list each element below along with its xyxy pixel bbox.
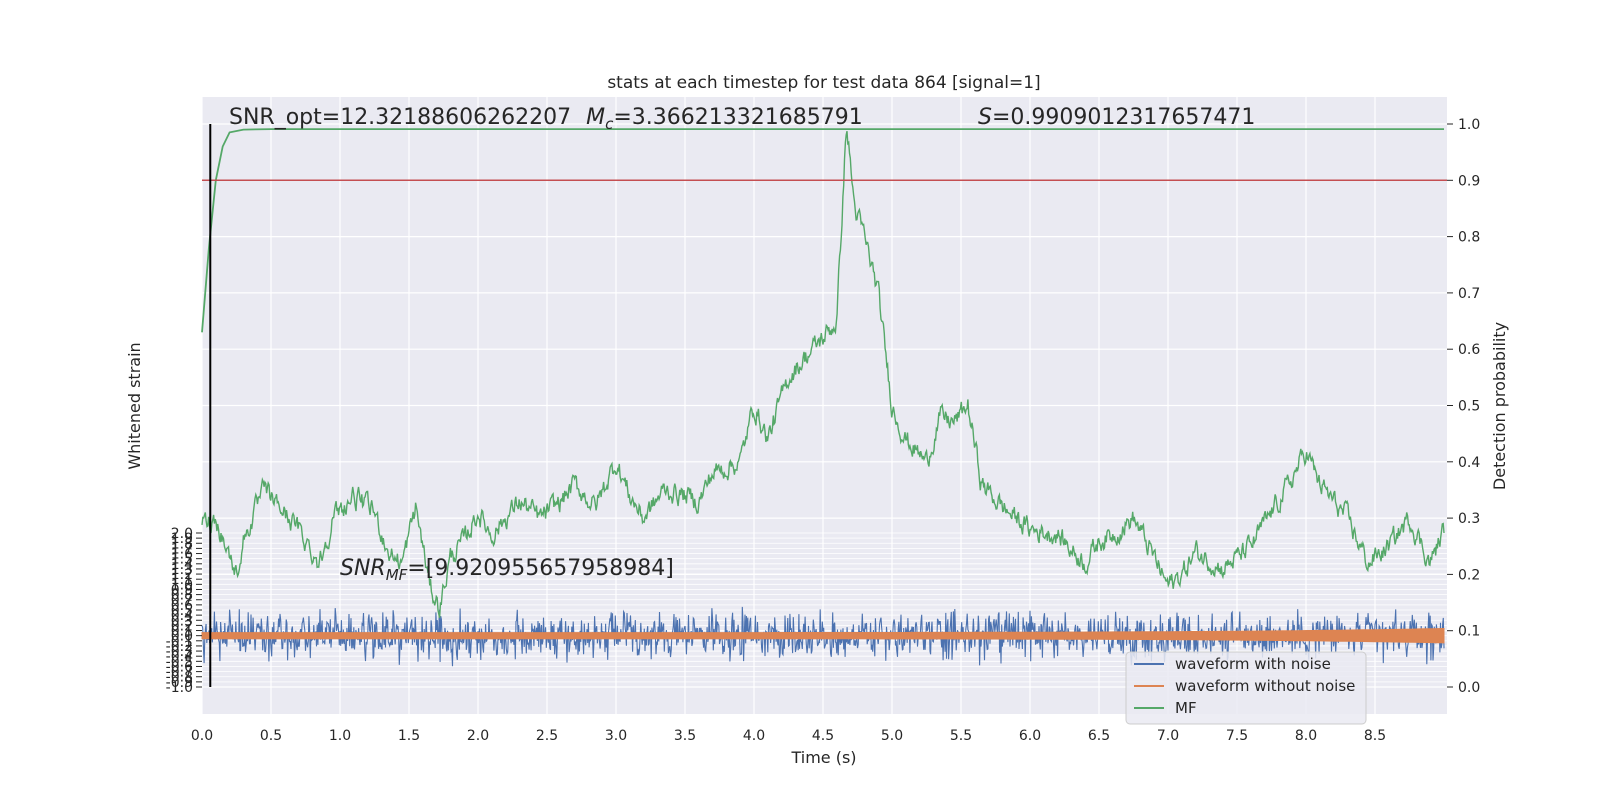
legend-box — [1125, 651, 1367, 725]
y-right-tick-0.7: 0.7 — [1458, 286, 1480, 302]
y-left-tick-1.4: 1.4 — [171, 557, 193, 573]
x-tick-1.0: 1.0 — [329, 728, 351, 744]
legend-label-noise: waveform with noise — [1175, 655, 1331, 673]
y-right-tick-0.4: 0.4 — [1458, 455, 1480, 471]
detection-probability-line — [201, 131, 1445, 619]
y-left-tick-1.6: 1.6 — [171, 547, 193, 563]
legend-label-mf: MF — [1175, 699, 1197, 717]
x-tick-0.0: 0.0 — [191, 728, 213, 744]
y-right-tick-0.3: 0.3 — [1458, 511, 1480, 527]
y-left-tick-1.2: 1.2 — [171, 567, 193, 583]
y-right-tick-1.0: 1.0 — [1458, 117, 1480, 133]
y-left-tick-0.9: 0.9 — [171, 582, 193, 598]
y-left-tick--1.0: -1.0 — [166, 680, 193, 696]
x-axis-label: Time (s) — [790, 748, 856, 767]
x-tick-2.5: 2.5 — [536, 728, 558, 744]
y-ticks-right: 1.0 0.9 0.8 0.7 0.6 0.5 0.4 0.3 0.2 0.1 0.0 — [1447, 117, 1480, 696]
y-left-tick-0.1: 0.1 — [171, 624, 193, 640]
y-axis-label-left: Whitened strain — [125, 342, 144, 469]
series-waveform-without-noise — [201, 627, 1445, 644]
s-symbol: S — [978, 105, 992, 130]
y-left-tick--0.3: -0.3 — [166, 644, 193, 660]
y-right-tick-0.9: 0.9 — [1458, 173, 1480, 189]
y-left-tick-1.3: 1.3 — [171, 562, 193, 578]
y-axis-label-right: Detection probability — [1490, 322, 1509, 490]
legend-label-clean: waveform without noise — [1175, 677, 1355, 695]
x-tick-2.0: 2.0 — [467, 728, 489, 744]
y-left-tick-1.1: 1.1 — [171, 572, 193, 588]
snr-mf-symbol: SNR — [340, 556, 386, 581]
x-tick-3.5: 3.5 — [674, 728, 696, 744]
s-value: =0.9909012317657471 — [992, 105, 1255, 130]
mc-symbol: M — [586, 105, 605, 130]
y-left-tick--0.2: -0.2 — [166, 639, 193, 655]
mc-value: =3.366213321685791 — [613, 105, 862, 130]
legend: waveform with noise waveform without noi… — [1125, 651, 1367, 725]
x-tick-7.5: 7.5 — [1226, 728, 1248, 744]
y-left-tick-1.9: 1.9 — [171, 531, 193, 547]
y-left-tick-1.8: 1.8 — [171, 536, 193, 552]
y-right-tick-0.0: 0.0 — [1458, 680, 1480, 696]
y-left-tick-1.0: 1.0 — [171, 577, 193, 593]
y-left-tick-0.3: 0.3 — [171, 613, 193, 629]
y-left-tick--0.7: -0.7 — [166, 665, 193, 681]
y-right-tick-0.8: 0.8 — [1458, 230, 1480, 246]
x-tick-5.5: 5.5 — [950, 728, 972, 744]
y-left-tick--0.1: -0.1 — [166, 634, 193, 650]
y-left-tick-0.5: 0.5 — [171, 603, 193, 619]
y-left-tick-0.2: 0.2 — [171, 618, 193, 634]
y-left-tick-0.4: 0.4 — [171, 608, 193, 624]
x-tick-7.0: 7.0 — [1157, 728, 1179, 744]
y-right-tick-0.5: 0.5 — [1458, 399, 1480, 415]
clean-waveform-band — [201, 627, 1445, 644]
y-right-tick-0.1: 0.1 — [1458, 624, 1480, 640]
chart-title: stats at each timestep for test data 864… — [607, 73, 1040, 93]
x-tick-5.0: 5.0 — [881, 728, 903, 744]
x-tick-8.5: 8.5 — [1364, 728, 1386, 744]
x-tick-6.5: 6.5 — [1088, 728, 1110, 744]
annotation-s: S=0.9909012317657471 — [978, 105, 1255, 130]
y-ticks-left: 2.01.91.81.71.61.51.41.31.21.11.00.90.80… — [166, 526, 202, 696]
y-right-tick-0.2: 0.2 — [1458, 567, 1480, 583]
y-left-tick-1.7: 1.7 — [171, 541, 193, 557]
y-left-tick-0.6: 0.6 — [171, 598, 193, 614]
x-tick-1.5: 1.5 — [398, 728, 420, 744]
y-left-tick-0.7: 0.7 — [171, 593, 193, 609]
x-tick-6.0: 6.0 — [1019, 728, 1041, 744]
snr-opt-text: SNR_opt=12.32188606262207 — [229, 105, 571, 130]
mc-subscript: c — [605, 115, 614, 133]
y-left-tick--0.5: -0.5 — [166, 654, 193, 670]
y-left-tick-0.8: 0.8 — [171, 588, 193, 604]
y-left-tick--0.9: -0.9 — [166, 675, 193, 691]
series-detection-probability — [201, 131, 1445, 619]
y-left-tick-1.5: 1.5 — [171, 552, 193, 568]
x-tick-0.5: 0.5 — [260, 728, 282, 744]
x-ticks: 0.0 0.5 1.0 1.5 2.0 2.5 3.0 3.5 4.0 4.5 5.0 5.5 6.0 6… — [191, 728, 1386, 744]
y-left-tick--0.8: -0.8 — [166, 670, 193, 686]
grid-lines — [201, 97, 1447, 714]
x-tick-8.0: 8.0 — [1295, 728, 1317, 744]
x-tick-3.0: 3.0 — [605, 728, 627, 744]
y-left-tick-0.0: 0.0 — [171, 629, 193, 645]
annotation-snr-opt: SNR_opt=12.32188606262207 Mc=3.366213321… — [229, 105, 863, 133]
y-right-tick-0.6: 0.6 — [1458, 342, 1480, 358]
annotation-snr-mf: SNRMF=[9.920955657958984] — [340, 556, 674, 584]
y-left-tick--0.4: -0.4 — [166, 649, 193, 665]
x-tick-4.0: 4.0 — [743, 728, 765, 744]
snr-mf-subscript: MF — [386, 566, 408, 584]
y-left-tick--0.6: -0.6 — [166, 659, 193, 675]
y-left-tick-2.0: 2.0 — [171, 526, 193, 542]
x-tick-4.5: 4.5 — [812, 728, 834, 744]
snr-mf-value: =[9.920955657958984] — [407, 556, 674, 581]
